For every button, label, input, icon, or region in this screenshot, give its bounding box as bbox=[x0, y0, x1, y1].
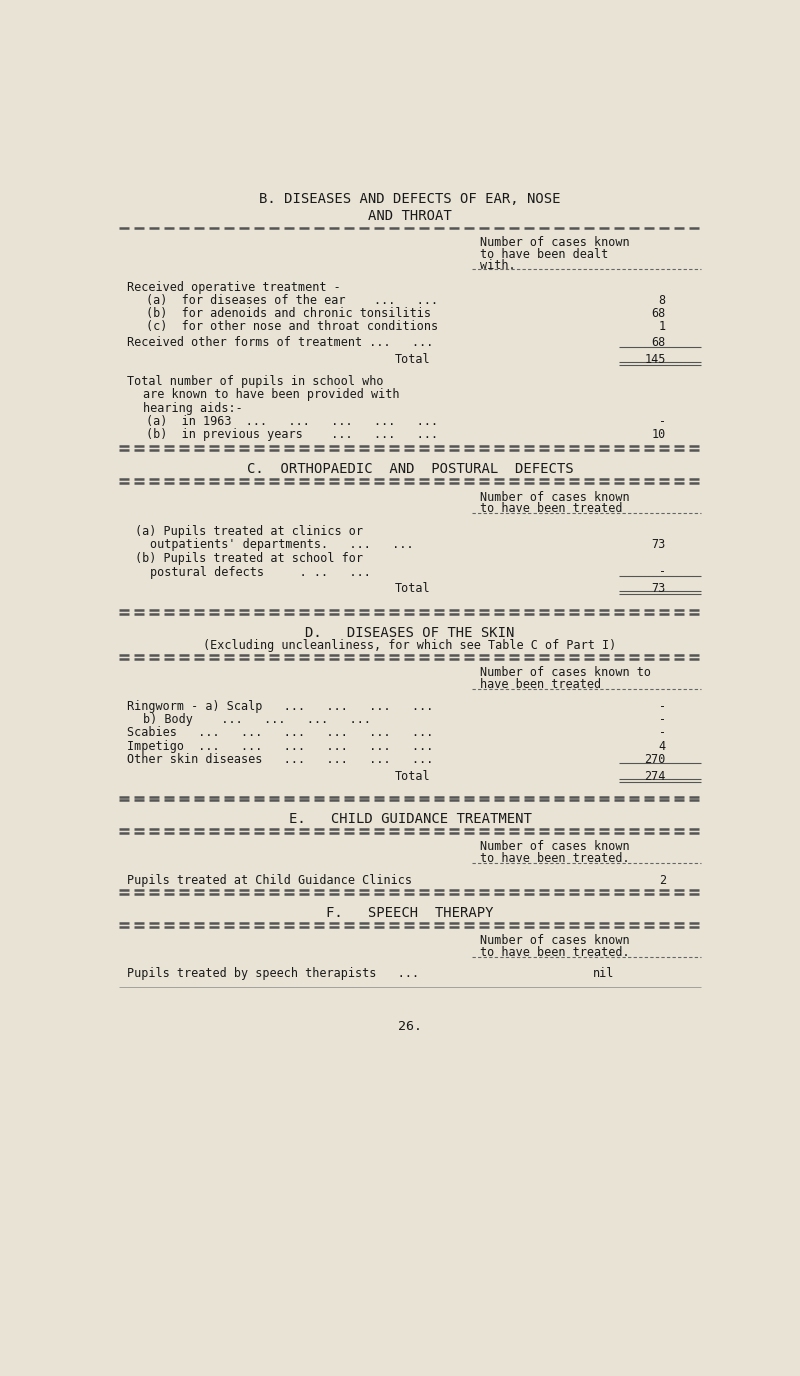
Text: 10: 10 bbox=[651, 428, 666, 440]
Text: Scabies   ...   ...   ...   ...   ...   ...: Scabies ... ... ... ... ... ... bbox=[127, 727, 434, 739]
Text: F.   SPEECH  THERAPY: F. SPEECH THERAPY bbox=[326, 905, 494, 921]
Text: E.   CHILD GUIDANCE TREATMENT: E. CHILD GUIDANCE TREATMENT bbox=[289, 812, 531, 826]
Text: (b)  in previous years    ...   ...   ...: (b) in previous years ... ... ... bbox=[146, 428, 438, 440]
Text: Received other forms of treatment ...   ...: Received other forms of treatment ... ..… bbox=[127, 336, 434, 350]
Text: Pupils treated by speech therapists   ...: Pupils treated by speech therapists ... bbox=[127, 967, 419, 981]
Text: (b) Pupils treated at school for: (b) Pupils treated at school for bbox=[135, 552, 363, 566]
Text: Number of cases known: Number of cases known bbox=[480, 491, 630, 504]
Text: (a)  in 1963  ...   ...   ...   ...   ...: (a) in 1963 ... ... ... ... ... bbox=[146, 414, 438, 428]
Text: to have been dealt: to have been dealt bbox=[480, 248, 608, 260]
Text: (a) Pupils treated at clinics or: (a) Pupils treated at clinics or bbox=[135, 524, 363, 538]
Text: (c)  for other nose and throat conditions: (c) for other nose and throat conditions bbox=[146, 319, 438, 333]
Text: (b)  for adenoids and chronic tonsilitis: (b) for adenoids and chronic tonsilitis bbox=[146, 307, 431, 319]
Text: AND THROAT: AND THROAT bbox=[368, 209, 452, 223]
Text: 145: 145 bbox=[644, 354, 666, 366]
Text: 8: 8 bbox=[658, 293, 666, 307]
Text: Other skin diseases   ...   ...   ...   ...: Other skin diseases ... ... ... ... bbox=[127, 753, 434, 765]
Text: -: - bbox=[658, 414, 666, 428]
Text: to have been treated.: to have been treated. bbox=[480, 945, 630, 959]
Text: 68: 68 bbox=[651, 336, 666, 350]
Text: with.: with. bbox=[480, 259, 515, 272]
Text: Number of cases known: Number of cases known bbox=[480, 841, 630, 853]
Text: -: - bbox=[658, 727, 666, 739]
Text: Total: Total bbox=[394, 354, 430, 366]
Text: (a)  for diseases of the ear    ...   ...: (a) for diseases of the ear ... ... bbox=[146, 293, 438, 307]
Text: -: - bbox=[658, 566, 666, 578]
Text: Number of cases known: Number of cases known bbox=[480, 934, 630, 947]
Text: Impetigo  ...   ...   ...   ...   ...   ...: Impetigo ... ... ... ... ... ... bbox=[127, 739, 434, 753]
Text: postural defects     . ..   ...: postural defects . .. ... bbox=[150, 566, 371, 578]
Text: Total: Total bbox=[394, 582, 430, 594]
Text: to have been treated: to have been treated bbox=[480, 502, 622, 516]
Text: D.   DISEASES OF THE SKIN: D. DISEASES OF THE SKIN bbox=[306, 626, 514, 640]
Text: Total: Total bbox=[394, 769, 430, 783]
Text: C.  ORTHOPAEDIC  AND  POSTURAL  DEFECTS: C. ORTHOPAEDIC AND POSTURAL DEFECTS bbox=[246, 461, 574, 476]
Text: 270: 270 bbox=[644, 753, 666, 765]
Text: outpatients' departments.   ...   ...: outpatients' departments. ... ... bbox=[150, 538, 414, 550]
Text: nil: nil bbox=[593, 967, 614, 981]
Text: 1: 1 bbox=[658, 319, 666, 333]
Text: Number of cases known: Number of cases known bbox=[480, 235, 630, 249]
Text: Total number of pupils in school who: Total number of pupils in school who bbox=[127, 376, 384, 388]
Text: Received operative treatment -: Received operative treatment - bbox=[127, 281, 341, 293]
Text: are known to have been provided with: are known to have been provided with bbox=[142, 388, 399, 402]
Text: 274: 274 bbox=[644, 769, 666, 783]
Text: 73: 73 bbox=[651, 538, 666, 550]
Text: B. DISEASES AND DEFECTS OF EAR, NOSE: B. DISEASES AND DEFECTS OF EAR, NOSE bbox=[259, 193, 561, 206]
Text: 68: 68 bbox=[651, 307, 666, 319]
Text: hearing aids:-: hearing aids:- bbox=[142, 402, 242, 414]
Text: 4: 4 bbox=[658, 739, 666, 753]
Text: to have been treated.: to have been treated. bbox=[480, 852, 630, 866]
Text: have been treated: have been treated bbox=[480, 678, 601, 691]
Text: (Excluding uncleanliness, for which see Table C of Part I): (Excluding uncleanliness, for which see … bbox=[203, 640, 617, 652]
Text: 2: 2 bbox=[658, 874, 666, 886]
Text: Pupils treated at Child Guidance Clinics: Pupils treated at Child Guidance Clinics bbox=[127, 874, 412, 886]
Text: Number of cases known to: Number of cases known to bbox=[480, 666, 650, 680]
Text: 26.: 26. bbox=[398, 1020, 422, 1033]
Text: Ringworm - a) Scalp   ...   ...   ...   ...: Ringworm - a) Scalp ... ... ... ... bbox=[127, 700, 434, 713]
Text: b) Body    ...   ...   ...   ...: b) Body ... ... ... ... bbox=[142, 713, 370, 727]
Text: 73: 73 bbox=[651, 582, 666, 594]
Text: -: - bbox=[658, 700, 666, 713]
Text: -: - bbox=[658, 713, 666, 727]
